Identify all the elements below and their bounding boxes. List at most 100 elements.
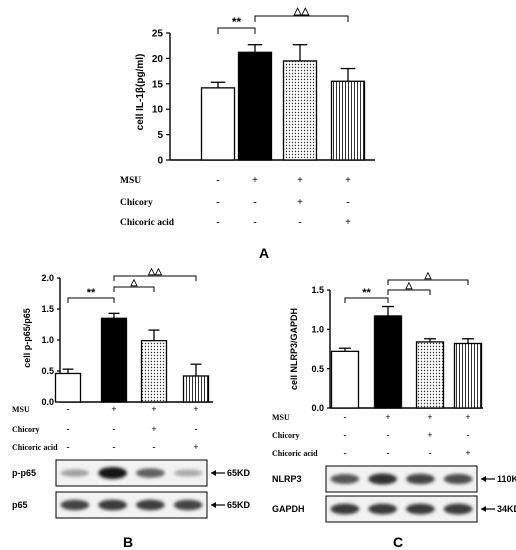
blot-band <box>443 473 473 485</box>
blot-band <box>406 473 435 485</box>
treatment-sign: - <box>298 217 301 228</box>
significance-label: △ <box>424 270 433 280</box>
treatment-sign: + <box>193 442 198 452</box>
significance-bracket <box>113 275 197 281</box>
blot-band <box>60 499 90 511</box>
treatment-sign: - <box>67 404 70 414</box>
treatment-sign: - <box>153 442 156 452</box>
treatment-sign: - <box>67 424 70 434</box>
blot-label: p65 <box>12 500 28 510</box>
treatment-sign: - <box>346 197 349 208</box>
blot-label: NLRP3 <box>272 474 302 484</box>
panel-letter: C <box>393 534 403 550</box>
bar <box>415 341 445 409</box>
treatment-label: Chicory <box>12 425 40 434</box>
bar <box>453 342 483 409</box>
significance-bracket <box>344 297 389 303</box>
blot-arrowhead <box>211 470 216 476</box>
treatment-label: Chicoric acid <box>12 443 58 452</box>
blot-band <box>330 474 360 484</box>
y-tick-label: 1.5 <box>311 285 324 295</box>
blot-label: GAPDH <box>272 504 305 514</box>
panel-letter: B <box>123 534 133 550</box>
y-tick-label: 2.0 <box>41 273 54 283</box>
y-tick-label: 0 <box>157 156 163 167</box>
blot-band <box>443 503 473 515</box>
treatment-sign: + <box>427 412 432 422</box>
y-tick-label: 10 <box>152 105 164 116</box>
bar <box>237 51 273 161</box>
significance-label: △△ <box>293 6 310 17</box>
y-tick-label: 0.0 <box>311 403 324 413</box>
significance-label: △ <box>405 280 414 290</box>
significance-label: ** <box>232 15 242 29</box>
blot-band <box>98 467 127 479</box>
blot-marker: 65KD <box>227 500 251 510</box>
bar <box>282 60 318 161</box>
treatment-sign: - <box>195 424 198 434</box>
y-tick-label: 0.0 <box>41 397 54 407</box>
treatment-sign: - <box>67 442 70 452</box>
blot-band <box>406 503 435 515</box>
bar <box>54 372 82 403</box>
significance-label: ** <box>362 287 371 299</box>
treatment-sign: - <box>344 412 347 422</box>
treatment-sign: + <box>111 404 116 414</box>
treatment-sign: - <box>216 197 219 208</box>
blot-arrowhead <box>481 506 486 512</box>
treatment-sign: + <box>465 412 470 422</box>
y-axis-label: cell IL-1β(pg/ml) <box>135 54 146 131</box>
y-tick-label: 15 <box>152 79 164 90</box>
y-tick-label: 1.0 <box>41 335 54 345</box>
significance-bracket <box>217 27 256 34</box>
bar <box>182 375 210 403</box>
treatment-sign: + <box>151 424 156 434</box>
significance-label: △△ <box>147 266 163 276</box>
treatment-sign: + <box>297 175 303 186</box>
blot-marker: 34KD <box>497 504 516 514</box>
blot-arrowhead <box>211 502 216 508</box>
y-tick-label: 5 <box>157 130 163 141</box>
blot-marker: 110KD <box>497 474 516 484</box>
significance-bracket <box>387 289 431 295</box>
y-tick-label: 0.5 <box>311 364 324 374</box>
y-tick-label: 20 <box>152 54 164 65</box>
treatment-label: Chicory <box>120 198 153 208</box>
y-tick-label: 1.0 <box>311 324 324 334</box>
treatment-sign: + <box>151 404 156 414</box>
significance-bracket <box>67 297 115 303</box>
treatment-sign: + <box>385 412 390 422</box>
significance-label: △ <box>130 277 139 287</box>
bar <box>373 315 403 409</box>
blot-arrowhead <box>481 476 486 482</box>
bar <box>330 350 360 409</box>
treatment-sign: - <box>253 217 256 228</box>
blot-label: p-p65 <box>12 468 36 478</box>
treatment-sign: + <box>345 175 351 186</box>
blot-band <box>136 499 165 511</box>
treatment-sign: - <box>344 448 347 458</box>
significance-bracket <box>113 286 155 292</box>
treatment-sign: + <box>297 197 303 208</box>
treatment-sign: - <box>344 430 347 440</box>
treatment-sign: + <box>345 217 351 228</box>
blot-band <box>330 503 360 515</box>
treatment-label: MSU <box>272 413 290 422</box>
y-tick-label: 0.5 <box>41 366 54 376</box>
treatment-sign: - <box>467 430 470 440</box>
blot-band <box>136 468 165 478</box>
treatment-sign: + <box>193 404 198 414</box>
panel-letter: A <box>259 245 269 261</box>
treatment-sign: - <box>253 197 256 208</box>
treatment-sign: + <box>427 430 432 440</box>
significance-bracket <box>254 15 349 22</box>
bar <box>140 339 168 403</box>
treatment-sign: - <box>113 424 116 434</box>
treatment-sign: - <box>387 448 390 458</box>
significance-bracket <box>387 279 469 285</box>
treatment-sign: - <box>216 217 219 228</box>
blot-band <box>368 473 397 485</box>
blot-band <box>368 503 397 515</box>
